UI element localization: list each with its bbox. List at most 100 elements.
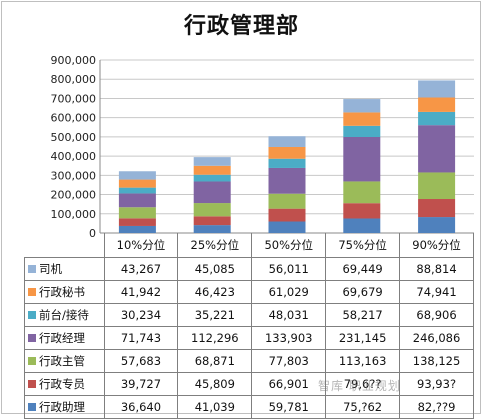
bar-segment xyxy=(418,80,456,98)
bar-segment xyxy=(268,136,306,147)
watermark: 智库 职业规划 xyxy=(318,379,401,393)
data-cell: 69,449 xyxy=(325,257,401,281)
bar-segment xyxy=(193,216,231,226)
data-cell: 36,640 xyxy=(103,395,179,419)
data-cell: 82,??9 xyxy=(399,395,474,419)
y-tick-label: 400,000 xyxy=(51,150,97,163)
data-cell: 66,901 xyxy=(251,372,327,396)
data-cell: 68,871 xyxy=(177,349,253,373)
bar-segment xyxy=(193,165,231,175)
data-cell: 68,906 xyxy=(399,303,474,327)
bar-segment xyxy=(118,179,156,188)
series-label: 行政秘书 xyxy=(24,280,105,304)
y-tick-label: 100,000 xyxy=(51,208,97,221)
series-label: 行政专员 xyxy=(24,372,105,396)
data-cell: 43,267 xyxy=(103,257,179,281)
x-category-label: 50%分位 xyxy=(251,233,327,258)
table-row: 司机 43,267 45,085 56,011 69,449 88,814 xyxy=(24,257,474,281)
data-cell: 35,221 xyxy=(177,303,253,327)
table-row: 行政秘书 41,942 46,423 61,029 69,679 74,941 xyxy=(24,280,474,304)
bar-segment xyxy=(418,97,456,112)
data-cell: 59,781 xyxy=(251,395,327,419)
data-cell: 45,809 xyxy=(177,372,253,396)
data-cell: 93,93? xyxy=(399,372,474,396)
bar-segment xyxy=(268,146,306,159)
table-corner xyxy=(24,233,105,258)
y-tick-label: 900,000 xyxy=(51,54,97,67)
bar-segment xyxy=(343,203,381,219)
y-tick-label: 200,000 xyxy=(51,189,97,202)
data-cell: 112,296 xyxy=(177,326,253,350)
data-cell: 138,125 xyxy=(399,349,474,373)
x-category-label: 25%分位 xyxy=(177,233,253,258)
bar-segment xyxy=(193,174,231,182)
table-row: 行政专员 39,727 45,809 66,901 79,6?? 93,93? xyxy=(24,372,474,396)
legend-swatch xyxy=(28,379,36,388)
bar-segment xyxy=(193,157,231,166)
series-label: 司机 xyxy=(24,257,105,281)
bar-segment xyxy=(118,187,156,194)
bar-segment xyxy=(343,137,381,182)
legend-swatch xyxy=(28,310,36,319)
bar-segment xyxy=(268,221,306,233)
bar-segment xyxy=(268,193,306,209)
x-category-label: 10%分位 xyxy=(103,233,179,258)
bar-segment xyxy=(418,199,456,218)
bar-segment xyxy=(193,181,231,204)
data-table: 10%分位 25%分位 50%分位 75%分位 90%分位 司机 43,267 45,085 5… xyxy=(24,233,474,419)
bar-segment xyxy=(118,207,156,219)
legend-swatch xyxy=(28,264,36,273)
y-tick-label: 300,000 xyxy=(51,169,97,182)
bar-segment xyxy=(418,111,456,126)
data-cell: 48,031 xyxy=(251,303,327,327)
series-name: 前台/接待 xyxy=(39,308,89,322)
bar-segment xyxy=(268,158,306,168)
data-cell: 71,743 xyxy=(103,326,179,350)
chart-title: 行政管理部 xyxy=(183,14,299,39)
x-category-label: 90%分位 xyxy=(399,233,474,258)
legend-swatch xyxy=(28,333,36,342)
y-tick-label: 700,000 xyxy=(51,92,97,105)
series-label: 前台/接待 xyxy=(24,303,105,327)
data-cell: 41,942 xyxy=(103,280,179,304)
data-cell: 133,903 xyxy=(251,326,327,350)
data-cell: 231,145 xyxy=(325,326,401,350)
bar-segment xyxy=(193,225,231,233)
data-cell: 75,?62 xyxy=(325,395,401,419)
data-cell: 74,941 xyxy=(399,280,474,304)
data-cell: 58,217 xyxy=(325,303,401,327)
table-row: 行政主管 57,683 68,871 77,803 113,163 138,125 xyxy=(24,349,474,373)
series-name: 行政秘书 xyxy=(39,285,85,299)
bar-segment xyxy=(118,218,156,226)
data-cell: 45,085 xyxy=(177,257,253,281)
data-cell: 30,234 xyxy=(103,303,179,327)
series-name: 司机 xyxy=(39,262,62,276)
table-row: 行政经理 71,743 112,296 133,903 231,145 246,086 xyxy=(24,326,474,350)
x-category-label: 75%分位 xyxy=(325,233,401,258)
legend-swatch xyxy=(28,402,36,411)
table-row: 行政助理 36,640 41,039 59,781 75,?62 82,??9 xyxy=(24,395,474,419)
table-row: 前台/接待 30,234 35,221 48,031 58,217 68,906 xyxy=(24,303,474,327)
bar-segment xyxy=(118,225,156,233)
series-name: 行政经理 xyxy=(39,331,85,345)
data-cell: 39,727 xyxy=(103,372,179,396)
bar-segment xyxy=(118,193,156,208)
series-name: 行政专员 xyxy=(39,377,85,391)
bar-segment xyxy=(343,125,381,138)
bar-segment xyxy=(343,218,381,233)
data-cell: 46,423 xyxy=(177,280,253,304)
series-name: 行政主管 xyxy=(39,354,85,368)
bar-segment xyxy=(418,172,456,200)
series-label: 行政主管 xyxy=(24,349,105,373)
bar-segment xyxy=(343,181,381,204)
series-label: 行政助理 xyxy=(24,395,105,419)
series-label: 行政经理 xyxy=(24,326,105,350)
bar-segment xyxy=(268,208,306,222)
table-header-row: 10%分位 25%分位 50%分位 75%分位 90%分位 xyxy=(24,233,474,258)
bar-segment xyxy=(343,99,381,113)
series-name: 行政助理 xyxy=(39,400,85,414)
bar-segment xyxy=(418,217,456,233)
data-cell: 113,163 xyxy=(325,349,401,373)
bar-segment xyxy=(343,112,381,126)
data-cell: 57,683 xyxy=(103,349,179,373)
